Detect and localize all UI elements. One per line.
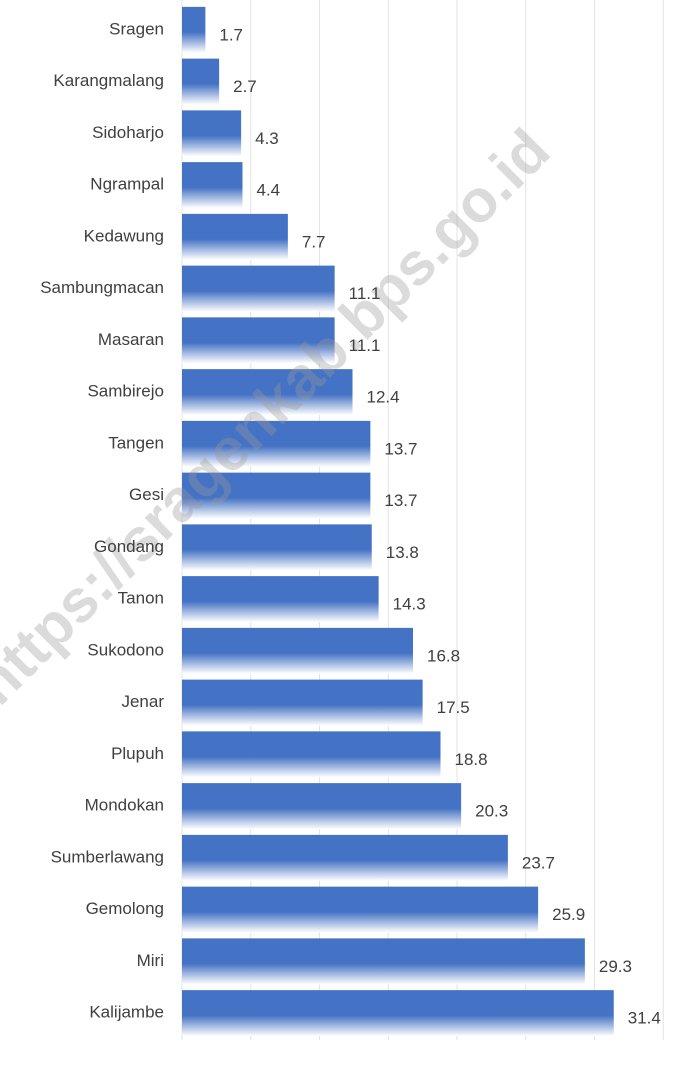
data-label: 17.5 <box>437 698 470 717</box>
y-tick-label: Tangen <box>108 433 164 452</box>
data-label: 11.1 <box>349 284 381 303</box>
y-tick-label: Miri <box>137 951 164 970</box>
bar <box>182 938 585 985</box>
y-tick-label: Tanon <box>118 589 164 608</box>
y-tick-label: Sambirejo <box>87 382 164 401</box>
data-label: 29.3 <box>599 957 632 976</box>
y-tick-label: Gondang <box>94 537 164 556</box>
y-tick-label: Sumberlawang <box>51 847 164 866</box>
data-label: 1.7 <box>219 25 243 44</box>
data-label: 13.7 <box>384 491 417 510</box>
y-tick-label: Jenar <box>121 692 164 711</box>
bar <box>182 317 335 364</box>
y-tick-label: Sidoharjo <box>92 123 164 142</box>
bar <box>182 886 539 933</box>
data-label: 4.3 <box>255 129 279 148</box>
y-tick-label: Gemolong <box>86 899 164 918</box>
bar <box>182 783 462 830</box>
y-tick-label: Plupuh <box>111 744 164 763</box>
y-tick-label: Masaran <box>98 330 164 349</box>
data-label: 4.4 <box>257 181 281 200</box>
bar <box>182 213 288 260</box>
bar <box>182 627 413 674</box>
bar <box>182 6 206 53</box>
y-tick-label: Ngrampal <box>90 175 164 194</box>
bar <box>182 679 423 726</box>
data-label: 14.3 <box>393 595 426 614</box>
y-tick-label: Kalijambe <box>89 1003 164 1022</box>
y-tick-label: Mondokan <box>85 796 164 815</box>
data-label: 31.4 <box>628 1009 661 1028</box>
y-tick-label: Sambungmacan <box>40 278 164 297</box>
data-label: 25.9 <box>552 905 585 924</box>
bar <box>182 265 335 312</box>
y-tick-label: Sragen <box>109 19 164 38</box>
data-label: 13.7 <box>384 439 417 458</box>
y-tick-label: Karangmalang <box>53 71 164 90</box>
y-tick-label: Gesi <box>129 485 164 504</box>
data-label: 20.3 <box>475 802 508 821</box>
data-label: 16.8 <box>427 646 460 665</box>
bar <box>182 58 220 105</box>
bar <box>182 524 372 571</box>
data-label: 23.7 <box>522 853 555 872</box>
watermark: https://sragenkab.bps.go.id <box>0 116 562 717</box>
bar <box>182 162 243 209</box>
bar <box>182 420 371 467</box>
bar <box>182 731 441 778</box>
bar <box>182 990 614 1037</box>
bar <box>182 576 379 623</box>
bar <box>182 110 242 157</box>
data-label: 11.1 <box>349 336 381 355</box>
bar <box>182 369 353 416</box>
y-tick-label: Kedawung <box>84 226 164 245</box>
bar <box>182 472 371 519</box>
data-label: 12.4 <box>367 388 400 407</box>
y-tick-label: Sukodono <box>87 640 164 659</box>
bar <box>182 834 508 881</box>
data-label: 7.7 <box>302 232 326 251</box>
data-label: 18.8 <box>455 750 488 769</box>
data-label: 2.7 <box>233 77 257 96</box>
data-label: 13.8 <box>386 543 419 562</box>
